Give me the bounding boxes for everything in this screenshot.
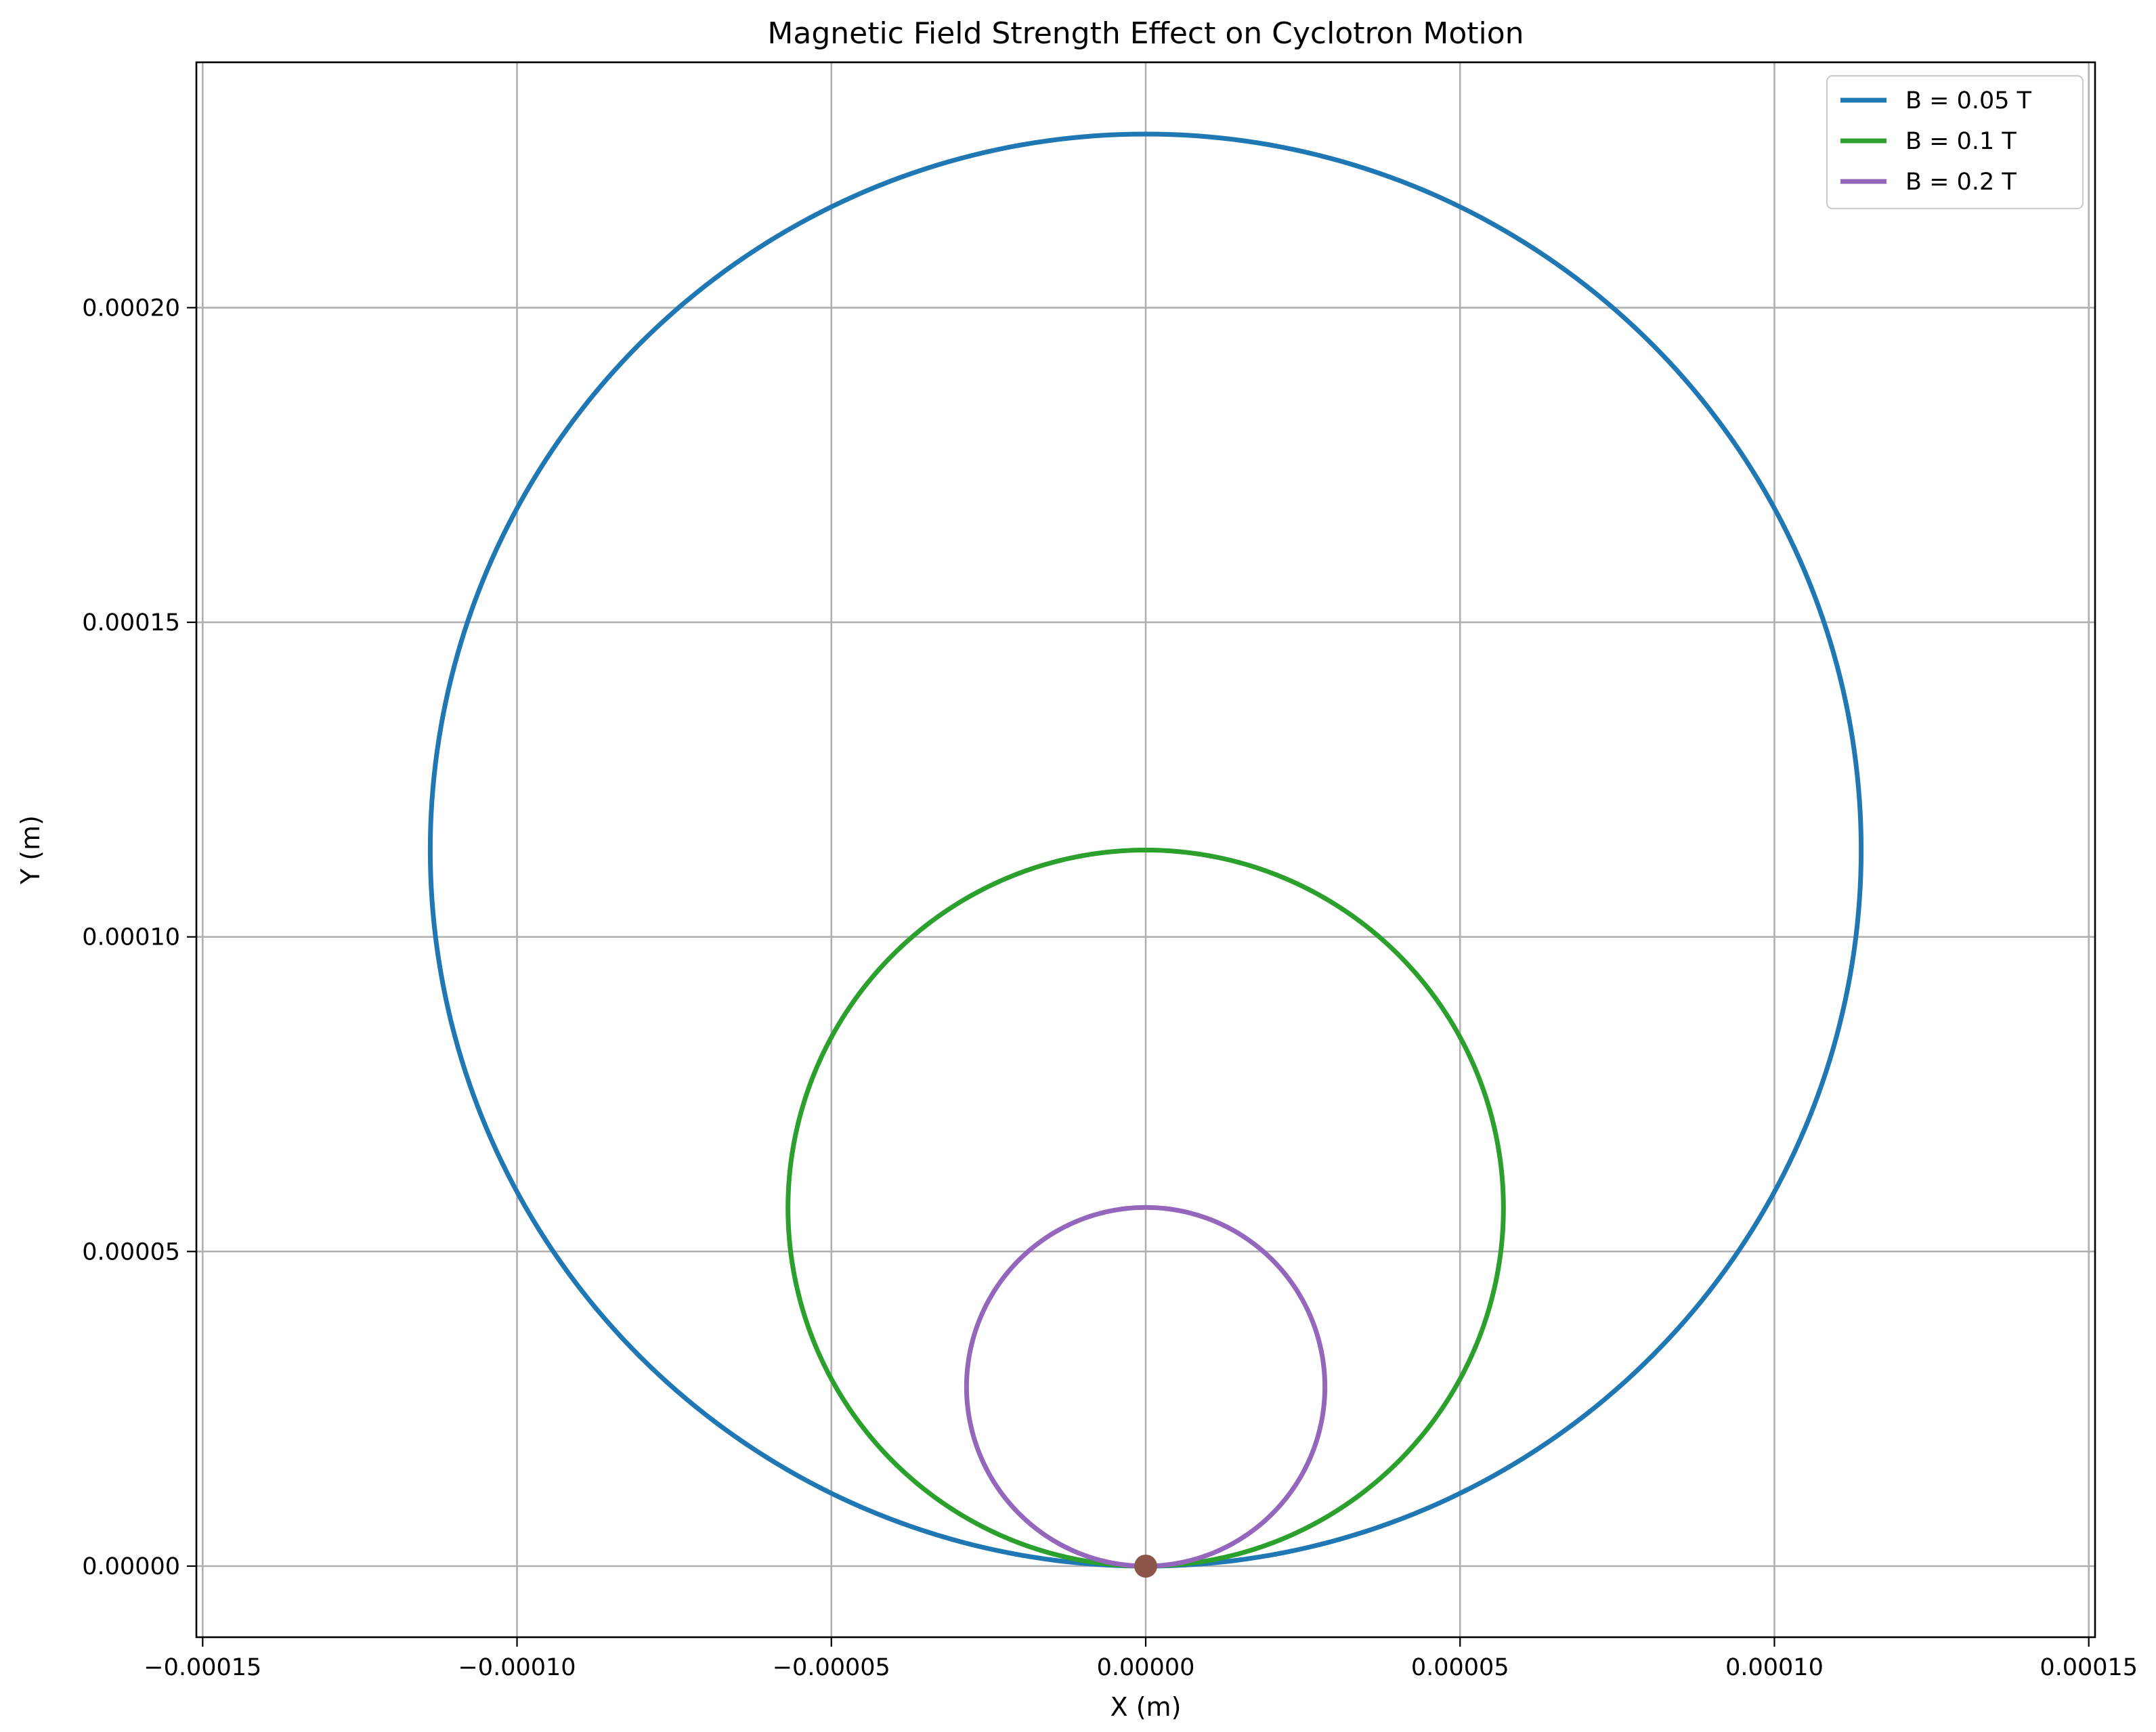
chart-title: Magnetic Field Strength Effect on Cyclot… bbox=[767, 16, 1524, 51]
series-line-0 bbox=[427, 131, 1864, 1569]
series-line-2 bbox=[964, 1205, 1328, 1569]
x-tick-label: −0.00015 bbox=[144, 1654, 261, 1681]
x-axis-label: X (m) bbox=[1111, 1692, 1182, 1722]
x-tick-label: 0.00005 bbox=[1411, 1654, 1509, 1681]
legend-label: B = 0.05 T bbox=[1905, 87, 2032, 114]
y-tick-label: 0.00010 bbox=[82, 924, 180, 951]
x-tick-label: 0.00010 bbox=[1725, 1654, 1824, 1681]
grid bbox=[196, 62, 2095, 1637]
y-axis-ticks: 0.00000 0.00005 0.00010 0.00015 0.00020 bbox=[82, 295, 196, 1580]
x-tick-label: 0.00000 bbox=[1097, 1654, 1195, 1681]
y-axis-label: Y (m) bbox=[16, 815, 45, 885]
x-tick-label: −0.00010 bbox=[458, 1654, 576, 1681]
series-line-1 bbox=[785, 847, 1506, 1569]
x-tick-label: 0.00015 bbox=[2040, 1654, 2138, 1681]
legend-frame bbox=[1826, 74, 2084, 210]
x-tick-label: −0.00005 bbox=[773, 1654, 890, 1681]
legend-label: B = 0.2 T bbox=[1905, 169, 2017, 196]
y-tick-label: 0.00015 bbox=[82, 609, 180, 636]
y-tick-label: 0.00000 bbox=[82, 1553, 180, 1580]
y-tick-label: 0.00020 bbox=[82, 295, 180, 322]
y-tick-label: 0.00005 bbox=[82, 1238, 180, 1265]
legend-items: B = 0.05 T B = 0.1 T B = 0.2 T bbox=[1840, 87, 2032, 196]
legend: B = 0.05 T B = 0.1 T B = 0.2 T bbox=[1826, 74, 2084, 210]
legend-label: B = 0.1 T bbox=[1905, 128, 2017, 155]
plot-series bbox=[427, 131, 1864, 1569]
marker-points bbox=[1134, 1554, 1157, 1578]
x-axis-ticks: −0.00015 −0.00010 −0.00005 0.00000 0.00005 0.… bbox=[144, 1637, 2138, 1681]
origin-point-marker bbox=[1134, 1554, 1157, 1578]
